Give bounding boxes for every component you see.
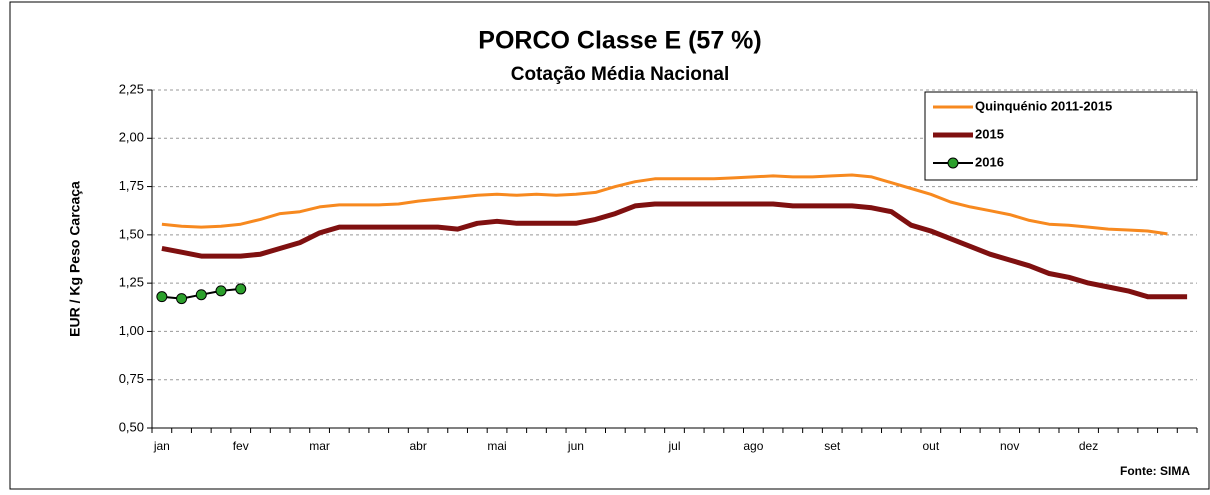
- series-marker: [235, 283, 247, 295]
- chart-frame: [9, 1, 1210, 490]
- series-marker: [176, 293, 188, 305]
- x-tick-label: mar: [309, 439, 330, 453]
- y-tick-label: 1,00: [119, 323, 144, 338]
- y-tick-label: 0,75: [119, 371, 144, 386]
- x-tick-label: nov: [1000, 439, 1019, 453]
- y-tick-label: 0,50: [119, 419, 144, 434]
- source-note: Fonte: SIMA: [1120, 464, 1190, 478]
- y-tick-label: 2,00: [119, 130, 144, 145]
- x-tick-label: jun: [567, 439, 584, 453]
- y-tick-label: 1,75: [119, 178, 144, 193]
- series-marker: [156, 291, 168, 303]
- x-tick-label: jul: [667, 439, 680, 453]
- y-tick-label: 1,25: [119, 275, 144, 290]
- x-tick-label: mai: [487, 439, 506, 453]
- legend-label: Quinquénio 2011-2015: [975, 98, 1112, 113]
- x-tick-label: dez: [1079, 439, 1098, 453]
- x-tick-label: abr: [410, 439, 427, 453]
- chart-title: PORCO Classe E (57 %): [478, 27, 761, 55]
- x-tick-label: out: [922, 439, 939, 453]
- x-tick-label: jan: [153, 439, 170, 453]
- series-line: [161, 201, 1188, 300]
- y-axis-label: EUR / Kg Peso Carcaça: [67, 181, 83, 337]
- series-marker: [215, 285, 227, 297]
- y-tick-label: 2,25: [119, 81, 144, 96]
- y-tick-label: 1,50: [119, 226, 144, 241]
- series-line: [161, 173, 1168, 236]
- legend-label: 2016: [975, 154, 1004, 169]
- x-tick-label: set: [824, 439, 841, 453]
- x-tick-label: fev: [233, 439, 249, 453]
- legend-marker: [947, 157, 959, 169]
- x-tick-label: ago: [743, 439, 763, 453]
- series-marker: [195, 289, 207, 301]
- legend-label: 2015: [975, 126, 1004, 141]
- chart-subtitle: Cotação Média Nacional: [511, 64, 730, 85]
